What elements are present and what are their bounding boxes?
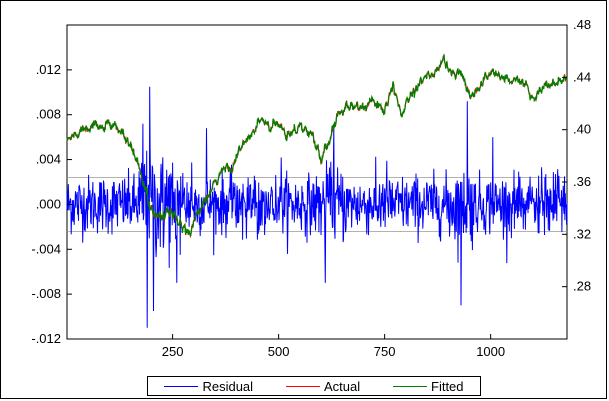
x-axis-tick-label: 500 [268,344,290,359]
x-axis-tick-label: 750 [374,344,396,359]
left-axis-tick-label: -.004 [31,241,61,256]
right-axis-tick-label: .32 [573,226,591,241]
right-axis-tick-label: .28 [573,279,591,294]
x-axis-tick-label: 250 [162,344,184,359]
legend-label-fitted: Fitted [431,378,464,394]
series-fitted-line [66,53,568,237]
legend-swatch-residual [164,385,199,387]
x-axis-tick-label: 1000 [476,344,505,359]
left-axis-tick-label: .004 [36,152,61,167]
right-axis-tick-label: .36 [573,174,591,189]
legend-swatch-actual [285,385,320,387]
left-axis-tick-label: .012 [36,62,61,77]
right-axis-tick-label: .40 [573,122,591,137]
legend-swatch-fitted [393,385,427,387]
left-axis-tick-label: .008 [36,107,61,122]
legend: Residual Actual Fitted [147,376,481,396]
legend-label-actual: Actual [323,378,361,394]
left-axis-tick-label: -.012 [31,331,61,346]
right-axis-tick-label: .48 [573,17,591,32]
legend-label-residual: Residual [202,378,254,394]
legend-item-fitted: Fitted [393,379,464,394]
legend-item-residual: Residual [164,379,253,394]
left-axis-tick-label: -.008 [31,286,61,301]
right-axis-tick-label: .44 [573,69,591,84]
left-axis-tick-label: .000 [36,196,61,211]
legend-item-actual: Actual [285,378,361,394]
series-residual-line [66,86,568,328]
